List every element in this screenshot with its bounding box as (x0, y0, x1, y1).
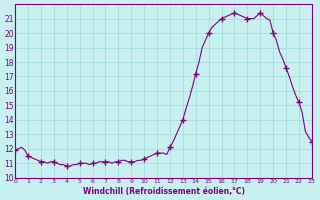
X-axis label: Windchill (Refroidissement éolien,°C): Windchill (Refroidissement éolien,°C) (83, 187, 244, 196)
